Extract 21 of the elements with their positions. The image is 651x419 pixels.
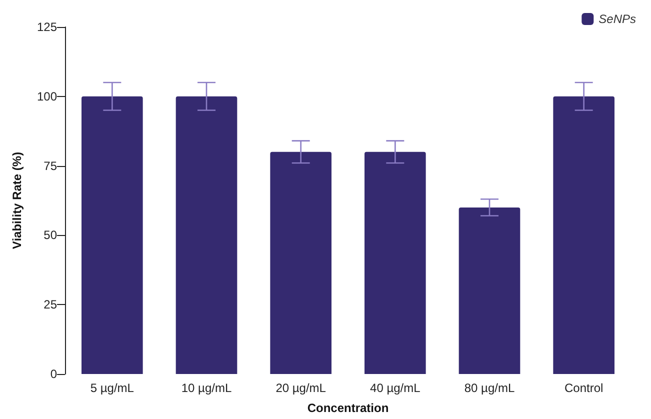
- x-tick-label: 5 µg/mL: [90, 381, 134, 395]
- y-tick-label: 0: [50, 367, 58, 381]
- x-tick-label: 10 µg/mL: [181, 381, 232, 395]
- legend-label: SeNPs: [598, 12, 636, 26]
- bar: [176, 96, 238, 374]
- bar: [364, 152, 426, 374]
- y-tick-label: 50: [44, 228, 58, 242]
- x-axis-title: Concentration: [307, 401, 389, 415]
- x-tick-label: 20 µg/mL: [276, 381, 326, 395]
- x-tick-label: 80 µg/mL: [464, 381, 515, 395]
- bar: [553, 96, 614, 374]
- y-axis-title: Viability Rate (%): [10, 152, 24, 250]
- bar: [458, 207, 520, 374]
- x-tick-label: 40 µg/mL: [370, 381, 421, 395]
- bar: [82, 96, 143, 374]
- y-tick-label: 100: [36, 89, 58, 104]
- y-tick-label: 25: [44, 298, 58, 312]
- y-tick-label: 75: [44, 158, 58, 173]
- x-tick-label: Control: [564, 381, 604, 395]
- y-tick-label: 125: [36, 20, 58, 34]
- bar: [270, 152, 332, 374]
